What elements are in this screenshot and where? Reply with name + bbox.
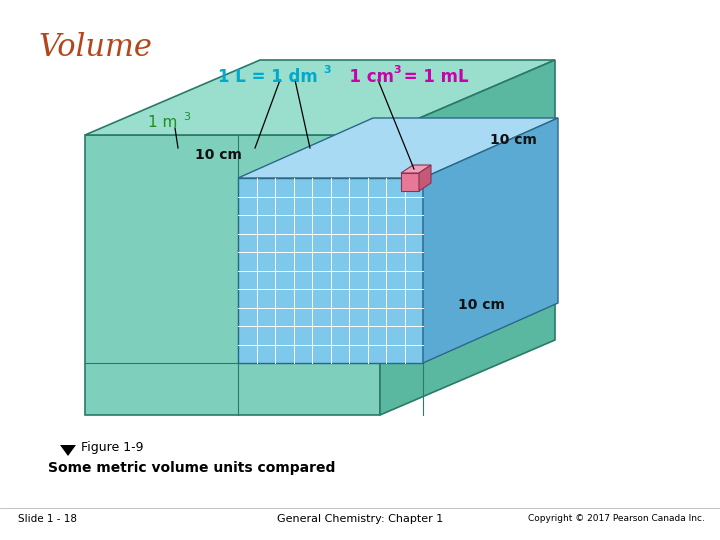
Text: = 1 mL: = 1 mL bbox=[398, 68, 469, 86]
Text: 3: 3 bbox=[323, 65, 330, 75]
Polygon shape bbox=[423, 118, 558, 363]
Text: 10 cm: 10 cm bbox=[195, 148, 242, 162]
Text: 3: 3 bbox=[393, 65, 400, 75]
Text: Copyright © 2017 Pearson Canada Inc.: Copyright © 2017 Pearson Canada Inc. bbox=[528, 514, 705, 523]
Text: 1 L = 1 dm: 1 L = 1 dm bbox=[218, 68, 318, 86]
Text: 1 cm: 1 cm bbox=[338, 68, 394, 86]
Polygon shape bbox=[238, 118, 558, 178]
Text: 1 m: 1 m bbox=[148, 115, 177, 130]
Polygon shape bbox=[380, 60, 555, 415]
Text: 3: 3 bbox=[183, 112, 190, 122]
Text: Figure 1-9: Figure 1-9 bbox=[81, 441, 143, 454]
Text: Volume: Volume bbox=[38, 32, 152, 63]
Text: General Chemistry: Chapter 1: General Chemistry: Chapter 1 bbox=[277, 514, 443, 524]
Polygon shape bbox=[419, 165, 431, 191]
Polygon shape bbox=[401, 165, 431, 173]
Polygon shape bbox=[401, 173, 419, 191]
Text: Some metric volume units compared: Some metric volume units compared bbox=[48, 461, 336, 475]
Polygon shape bbox=[238, 178, 423, 363]
Polygon shape bbox=[60, 445, 76, 456]
Polygon shape bbox=[85, 135, 380, 415]
Text: 10 cm: 10 cm bbox=[458, 298, 505, 312]
Text: 10 cm: 10 cm bbox=[490, 133, 537, 147]
Polygon shape bbox=[85, 60, 555, 135]
Text: Slide 1 - 18: Slide 1 - 18 bbox=[18, 514, 77, 524]
